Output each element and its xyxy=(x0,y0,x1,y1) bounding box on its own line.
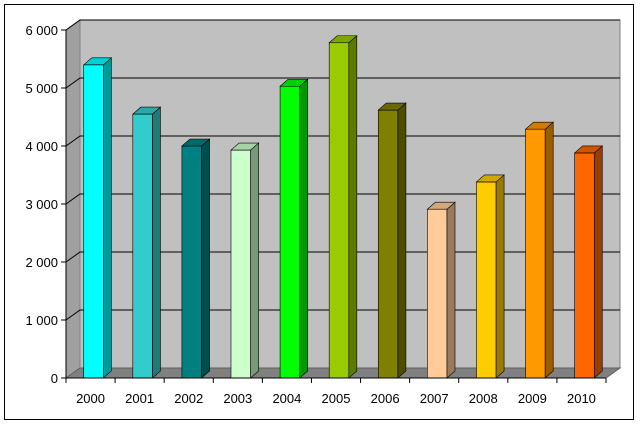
bar-side-2003 xyxy=(250,142,259,379)
bar-side-2002 xyxy=(201,138,210,379)
bar-top-2001 xyxy=(132,106,162,115)
y-tick-label: 3 000 xyxy=(25,197,58,212)
bar-top-2008 xyxy=(475,174,505,183)
y-tick-label: 4 000 xyxy=(25,139,58,154)
bar-2007 xyxy=(427,208,448,379)
x-tick-label: 2006 xyxy=(371,391,400,406)
gridline xyxy=(65,135,620,147)
gridline xyxy=(65,19,620,31)
bar-2003 xyxy=(230,149,251,379)
bar-top-2004 xyxy=(279,78,309,87)
y-tick-label: 6 000 xyxy=(25,23,58,38)
bar-2006 xyxy=(377,109,399,379)
x-tick-label: 2005 xyxy=(322,391,351,406)
x-tick-label: 2001 xyxy=(125,391,154,406)
bar-side-2000 xyxy=(103,57,112,379)
x-tick-label: 2009 xyxy=(518,391,547,406)
bar-top-2006 xyxy=(377,102,407,111)
bar-side-2005 xyxy=(348,35,358,379)
bar-top-2000 xyxy=(82,57,113,66)
bar-top-2010 xyxy=(573,145,604,154)
gridline xyxy=(65,77,620,89)
bar-2005 xyxy=(328,42,350,379)
x-tick-label: 2010 xyxy=(567,391,596,406)
bar-side-2007 xyxy=(446,201,456,379)
bar-2001 xyxy=(132,113,153,379)
bar-side-2006 xyxy=(397,102,407,379)
bar-top-2002 xyxy=(181,138,211,147)
bar-side-2010 xyxy=(593,145,603,379)
x-tick-label: 2007 xyxy=(420,391,449,406)
bar-2002 xyxy=(181,145,202,379)
bar-2000 xyxy=(83,64,104,379)
bar-side-2009 xyxy=(544,121,554,379)
bar-2009 xyxy=(525,128,546,379)
y-tick-label: 5 000 xyxy=(25,81,58,96)
bar-side-2001 xyxy=(152,106,161,379)
bar-2010 xyxy=(574,152,595,379)
x-tick-label: 2000 xyxy=(76,391,105,406)
bar-side-2008 xyxy=(495,174,505,379)
bar-top-2003 xyxy=(230,142,260,151)
bar-top-2009 xyxy=(524,121,554,130)
y-tick-label: 2 000 xyxy=(25,255,58,270)
gridline xyxy=(65,193,620,205)
y-tick-label: 1 000 xyxy=(25,313,58,328)
y-tick-label: 0 xyxy=(51,371,58,386)
bar-top-2005 xyxy=(328,35,358,44)
x-tick-label: 2002 xyxy=(174,391,203,406)
bar-2004 xyxy=(279,85,301,379)
bar-2008 xyxy=(476,181,497,379)
x-tick-label: 2003 xyxy=(223,391,252,406)
x-tick-label: 2008 xyxy=(469,391,498,406)
bar-top-2007 xyxy=(426,201,456,210)
x-tick-label: 2004 xyxy=(272,391,301,406)
bar-side-2004 xyxy=(299,78,309,379)
